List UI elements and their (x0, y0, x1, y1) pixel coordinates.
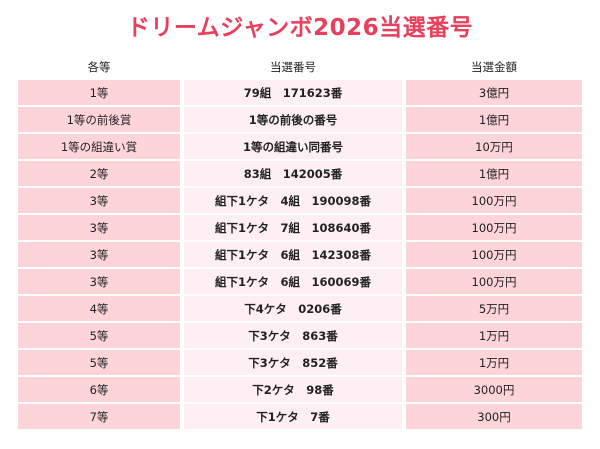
prize-rank: 7等 (18, 404, 180, 429)
winning-number: 下4ケタ 0206番 (184, 296, 402, 321)
winning-number: 下1ケタ 7番 (184, 404, 402, 429)
prize-rank: 1等 (18, 80, 180, 105)
winning-number: 組下1ケタ 6組 142308番 (184, 242, 402, 267)
winning-number: 下2ケタ 98番 (184, 377, 402, 402)
prize-amount: 5万円 (406, 296, 582, 321)
prize-rank: 1等の前後賞 (18, 107, 180, 132)
winning-number: 1等の組違い同番号 (184, 134, 402, 159)
prize-amount: 100万円 (406, 242, 582, 267)
winning-number: 83組 142005番 (184, 161, 402, 186)
prize-amount: 100万円 (406, 188, 582, 213)
prize-rank: 3等 (18, 215, 180, 240)
prize-amount: 3億円 (406, 80, 582, 105)
prize-amount: 10万円 (406, 134, 582, 159)
prize-rank: 3等 (18, 242, 180, 267)
prize-amount: 1億円 (406, 107, 582, 132)
prize-rank: 4等 (18, 296, 180, 321)
winning-number: 組下1ケタ 7組 108640番 (184, 215, 402, 240)
winning-number: 79組 171623番 (184, 80, 402, 105)
column-header: 当選番号 (270, 60, 316, 74)
winning-number: 1等の前後の番号 (184, 107, 402, 132)
prize-rank: 6等 (18, 377, 180, 402)
prize-table: 各等 当選番号 当選金額 1等 79組 171623番 3億円 1等の前後賞 1等の前後の番号… (18, 56, 582, 429)
prize-rank: 3等 (18, 269, 180, 294)
prize-amount: 1万円 (406, 323, 582, 348)
prize-amount: 300円 (406, 404, 582, 429)
prize-rank: 5等 (18, 350, 180, 375)
column-header: 当選金額 (471, 60, 517, 74)
prize-amount: 1万円 (406, 350, 582, 375)
prize-amount: 100万円 (406, 215, 582, 240)
prize-amount: 100万円 (406, 269, 582, 294)
winning-number: 組下1ケタ 6組 160069番 (184, 269, 402, 294)
prize-amount: 1億円 (406, 161, 582, 186)
prize-rank: 3等 (18, 188, 180, 213)
winning-number: 組下1ケタ 4組 190098番 (184, 188, 402, 213)
winning-number: 下3ケタ 852番 (184, 350, 402, 375)
prize-rank: 2等 (18, 161, 180, 186)
prize-rank: 5等 (18, 323, 180, 348)
prize-amount: 3000円 (406, 377, 582, 402)
winning-number: 下3ケタ 863番 (184, 323, 402, 348)
title: ドリームジャンボ2026当選番号 (126, 15, 474, 41)
column-header: 各等 (87, 60, 111, 74)
prize-rank: 1等の組違い賞 (18, 134, 180, 159)
